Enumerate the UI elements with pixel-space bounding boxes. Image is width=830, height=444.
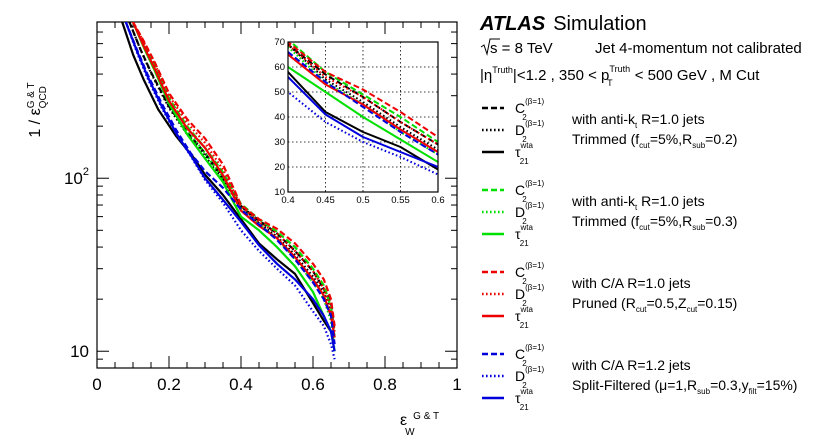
legend-group-desc-line2: Pruned (Rcut=0.5,Zcut=0.15) (572, 295, 737, 314)
series-line (128, 22, 336, 338)
inset-y-tick-label: 60 (274, 62, 285, 73)
legend-group-desc-line1: with anti-kt R=1.0 jets (571, 193, 705, 212)
header-title: ATLAS Simulation (479, 13, 647, 35)
inset-y-tick-label: 30 (274, 137, 285, 148)
legend-group-desc-line1: with anti-kt R=1.0 jets (571, 111, 705, 130)
y-axis-label: 1 / εG & TQCD (26, 82, 49, 137)
series-line (124, 22, 336, 352)
x-tick-label: 0.4 (229, 375, 253, 394)
calibration-note: Jet 4-momentum not calibrated (595, 40, 802, 57)
sqrt-sign-icon (480, 38, 500, 56)
x-axis-label-sup: G & T (413, 411, 439, 422)
inset-x-tick-label: 0.55 (391, 195, 410, 206)
inset-x-tick-label: 0.4 (281, 195, 294, 206)
legend-group-desc-line2: Trimmed (fcut=5%,Rsub=0.3) (572, 213, 737, 232)
main-axes: 0 0.2 0.4 0.6 0.8 1 102 10 (64, 21, 462, 394)
legend-group-desc-line2: Trimmed (fcut=5%,Rsub=0.2) (572, 131, 737, 150)
legend-group-desc-line2: Split-Filtered (μ=1,Rsub=0.3,yfilt=15%) (572, 377, 797, 396)
legend-group-desc-line1: with C/A R=1.2 jets (571, 357, 691, 373)
inset-frame (287, 41, 439, 193)
legend-entry-label: τwta 21 (515, 305, 534, 330)
energy-line: s = 8 TeV (490, 40, 553, 57)
legend-entry-label: τwta 21 (515, 141, 534, 166)
x-tick-label: 0 (92, 375, 101, 394)
selection-cuts: |ηTruth|<1.2 , 350 < pTruth T < 500 GeV ,… (480, 64, 760, 88)
legend-entry-label: τwta 21 (515, 387, 534, 412)
inset-x-tick-label: 0.6 (431, 195, 444, 206)
legend-group-desc-line1: with C/A R=1.0 jets (571, 275, 691, 291)
legend-entry-label: D(β=1) 2 (515, 365, 545, 390)
x-tick-label: 1 (452, 375, 461, 394)
simulation-label: Simulation (553, 13, 646, 35)
series-line (121, 22, 336, 345)
legend-entry-label: D(β=1) 2 (515, 201, 545, 226)
inset-y-tick-label: 50 (274, 87, 285, 98)
legend-entry-label: C(β=1) 2 (515, 179, 545, 204)
atlas-label: ATLAS (479, 13, 546, 35)
legend-entry-label: C(β=1) 2 (515, 261, 545, 286)
legend-entry-label: D(β=1) 2 (515, 119, 545, 144)
x-axis-label-sub: W (405, 427, 415, 438)
inset-y-tick-label: 20 (274, 162, 285, 173)
inset-y-tick-label: 70 (274, 37, 285, 48)
inset-y-tick-label: 40 (274, 112, 285, 123)
inset-axes: 0.4 0.45 0.5 0.55 0.6 10 20 30 40 50 60 70 (274, 37, 444, 206)
legend-entry-label: C(β=1) 2 (515, 343, 545, 368)
x-tick-label: 0.8 (373, 375, 397, 394)
inset-y-tick-label: 10 (274, 187, 285, 198)
legend-entry-label: C(β=1) 2 (515, 97, 545, 122)
series-line (131, 22, 336, 338)
y-axis-label-sub: QCD (38, 86, 49, 108)
y-tick-label: 102 (64, 166, 89, 188)
y-axis-label-sup: G & T (26, 82, 37, 108)
inset-x-tick-label: 0.5 (356, 195, 369, 206)
x-tick-label: 0.2 (157, 375, 181, 394)
legend-entry-label: τwta 21 (515, 223, 534, 248)
x-tick-label: 0.6 (301, 375, 325, 394)
y-tick-label: 10 (70, 342, 89, 361)
main-series-layer (121, 22, 336, 360)
inset-x-tick-label: 0.45 (316, 195, 335, 206)
legend-entry-label: D(β=1) 2 (515, 283, 545, 308)
